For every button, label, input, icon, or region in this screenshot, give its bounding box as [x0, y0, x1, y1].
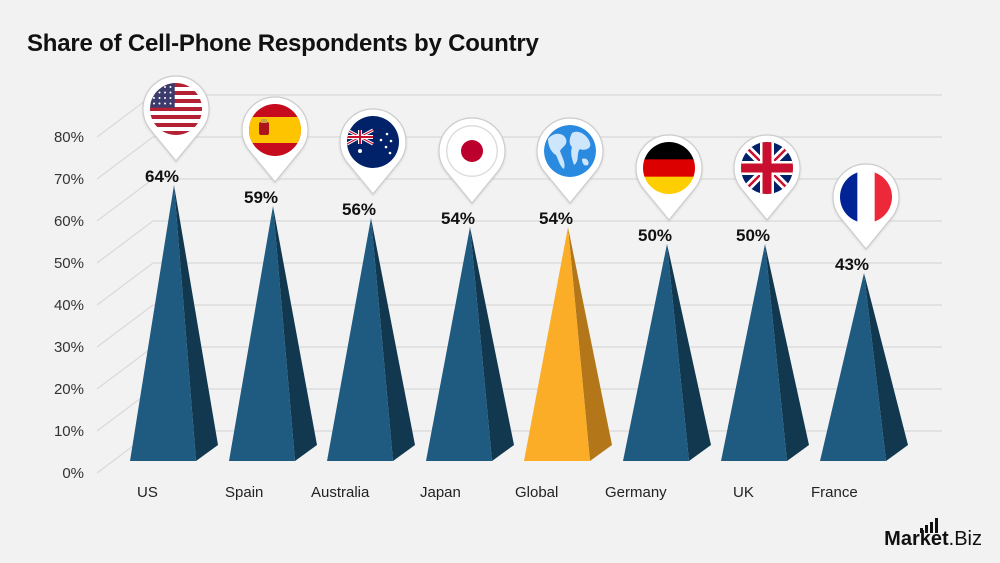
flag-us-marker: [142, 75, 210, 162]
flag-france-icon: [840, 171, 892, 223]
flag-us-icon: [150, 83, 202, 135]
flag-australia-icon: [347, 116, 399, 168]
flag-spain-marker: [241, 96, 309, 183]
flag-japan-marker: [438, 117, 506, 204]
x-tick-label: Australia: [311, 484, 370, 501]
bar-spain: [229, 206, 317, 461]
bar-us: [130, 185, 218, 461]
y-tick-label: 0%: [62, 465, 84, 482]
bar-france: [820, 273, 908, 461]
x-tick-label: US: [137, 484, 158, 501]
value-label: 64%: [145, 167, 179, 186]
bar-australia: [327, 218, 415, 461]
x-tick-label: Global: [515, 484, 558, 501]
flag-france-marker: [832, 163, 900, 250]
country-markers: 64% 59% 56% 54% 54% 50% 50% 43%: [142, 75, 900, 274]
y-tick-label: 80%: [54, 129, 84, 146]
bar-uk: [721, 244, 809, 461]
value-label: 56%: [342, 200, 376, 219]
y-tick-label: 60%: [54, 213, 84, 230]
globe-icon: [544, 125, 596, 177]
gridlines: [96, 94, 942, 474]
y-tick-label: 20%: [54, 381, 84, 398]
logo-bars-icon: [920, 518, 939, 533]
bars: [130, 185, 908, 461]
x-tick-label: Spain: [225, 484, 263, 501]
y-tick-label: 50%: [54, 255, 84, 272]
value-label: 43%: [835, 255, 869, 274]
x-tick-label: UK: [733, 484, 754, 501]
globe-marker: [536, 117, 604, 204]
flag-spain-icon: [249, 104, 301, 156]
logo-suffix: .Biz: [948, 528, 982, 550]
flag-uk-marker: [733, 134, 801, 221]
x-tick-label: Japan: [420, 484, 461, 501]
flag-germany-marker: [635, 134, 703, 221]
x-axis: US Spain Australia Japan Global Germany UK Fran…: [137, 484, 858, 501]
x-tick-label: France: [811, 484, 858, 501]
y-tick-label: 30%: [54, 339, 84, 356]
value-label: 59%: [244, 188, 278, 207]
value-label: 54%: [539, 209, 573, 228]
value-label: 50%: [638, 226, 672, 245]
chart-title: Share of Cell-Phone Respondents by Count…: [27, 30, 539, 57]
y-tick-label: 70%: [54, 171, 84, 188]
bar-global: [524, 227, 612, 461]
y-tick-label: 10%: [54, 423, 84, 440]
flag-australia-marker: [339, 108, 407, 195]
flag-germany-icon: [643, 142, 695, 194]
value-label: 50%: [736, 226, 770, 245]
value-label: 54%: [441, 209, 475, 228]
flag-uk-icon: [741, 142, 793, 194]
y-axis: 0% 10% 20% 30% 40% 50% 60% 70% 80%: [54, 129, 84, 482]
x-tick-label: Germany: [605, 484, 667, 501]
flag-japan-icon: [446, 125, 498, 177]
bar-germany: [623, 244, 711, 461]
y-tick-label: 40%: [54, 297, 84, 314]
bar-japan: [426, 227, 514, 461]
brand-logo: Market .Biz: [884, 518, 982, 551]
logo-brand: Market: [884, 528, 949, 550]
